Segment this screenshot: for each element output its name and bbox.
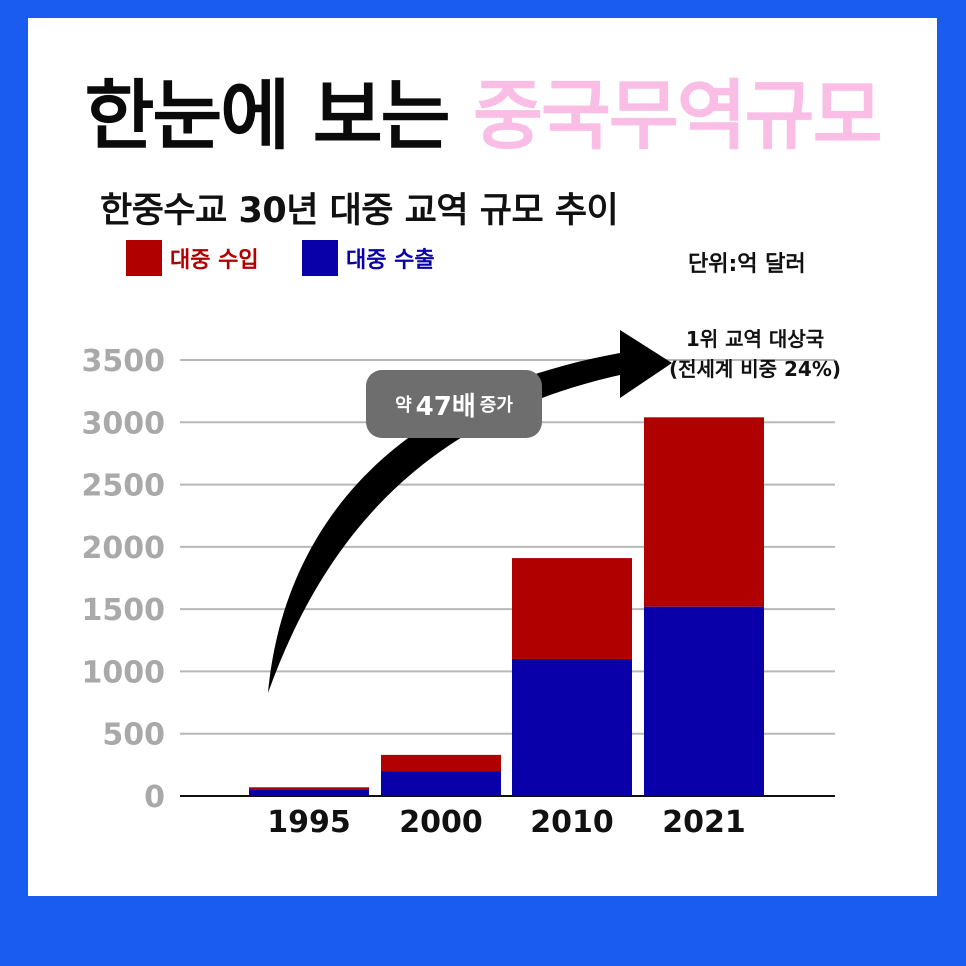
x-tick-label: 1995	[267, 805, 351, 840]
y-axis-labels: 0 500 1000 1500 2000 2500 3000 3500	[82, 344, 166, 815]
x-tick-label: 2000	[399, 805, 483, 840]
growth-badge: 약 47배 증가	[366, 370, 542, 438]
y-tick-label: 1500	[82, 593, 166, 628]
legend-item-export: 대중 수출	[302, 240, 435, 276]
y-tick-label: 0	[144, 780, 165, 815]
bar-export-2000	[381, 771, 501, 796]
page-title: 한눈에 보는 중국무역규모	[28, 54, 937, 164]
rank-note-line2: (전세계 비중 24%)	[668, 357, 842, 381]
bars-layer	[249, 417, 764, 796]
legend-swatch-export	[302, 240, 338, 276]
bar-import-2000	[381, 754, 501, 772]
bar-import-2021	[644, 417, 764, 607]
infographic-card: 한눈에 보는 중국무역규모	[28, 18, 937, 896]
growth-badge-value: 47배	[415, 391, 476, 422]
legend-label-import: 대중 수입	[170, 248, 259, 273]
bar-export-1995	[249, 789, 369, 796]
growth-badge-prefix: 약	[395, 395, 412, 416]
chart-title: 한중수교 30년 대중 교역 규모 추이	[100, 191, 619, 231]
y-tick-label: 2500	[82, 469, 166, 504]
x-tick-label: 2021	[662, 805, 746, 840]
y-tick-label: 1000	[82, 655, 166, 690]
legend-swatch-import	[126, 240, 162, 276]
bar-export-2021	[644, 606, 764, 796]
rank-note-line1: 1위 교역 대상국	[685, 327, 825, 351]
x-tick-label: 2010	[530, 805, 614, 840]
y-tick-label: 3000	[82, 406, 166, 441]
legend-item-import: 대중 수입	[126, 240, 259, 276]
legend-label-export: 대중 수출	[346, 248, 435, 273]
y-tick-label: 500	[102, 718, 165, 753]
bar-export-2010	[512, 658, 632, 796]
y-tick-label: 2000	[82, 531, 166, 566]
page-title-dark: 한눈에 보는	[84, 71, 450, 160]
rank-note: 1위 교역 대상국 (전세계 비중 24%)	[630, 324, 880, 384]
y-tick-label: 3500	[82, 344, 166, 379]
growth-badge-suffix: 증가	[479, 395, 513, 416]
bar-import-2010	[512, 558, 632, 659]
page-title-pink: 중국무역규모	[473, 71, 883, 160]
bar-import-1995	[249, 787, 369, 790]
x-axis-labels: 1995 2000 2010 2021	[267, 805, 746, 840]
unit-label: 단위:억 달러	[688, 252, 806, 277]
